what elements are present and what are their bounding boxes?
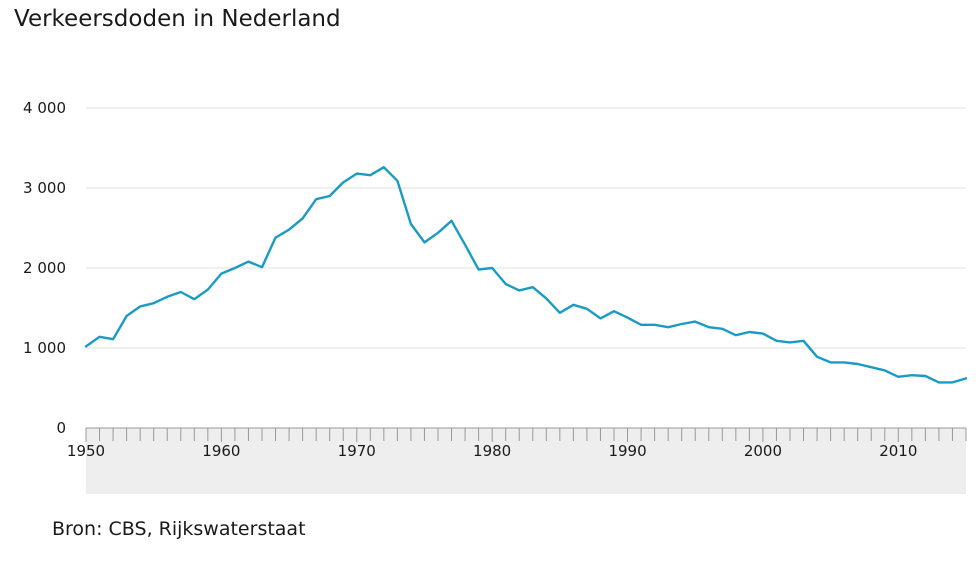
x-tick-label: 1970 [338,442,376,460]
series-line [84,165,968,384]
x-tick-label: 2010 [879,442,917,460]
x-axis-band [86,428,966,494]
x-tick-label: 2000 [744,442,782,460]
y-tick-label: 2 000 [23,259,66,277]
y-tick-label: 3 000 [23,179,66,197]
x-tick-label: 1950 [67,442,105,460]
x-tick-label: 1960 [202,442,240,460]
x-axis-tick-labels: 1950 1960 1970 1980 1990 2000 2010 [67,442,917,460]
gridlines [86,107,966,349]
y-tick-label: 0 [56,419,66,437]
x-axis-ticks [85,428,967,442]
y-axis-tick-labels: 0 1 000 2 000 3 000 4 000 [23,99,66,437]
y-tick-label: 4 000 [23,99,66,117]
chart-title: Verkeersdoden in Nederland [14,6,341,32]
x-tick-label: 1990 [608,442,646,460]
y-tick-label: 1 000 [23,339,66,357]
source-note: Bron: CBS, Rijkswaterstaat [52,518,306,540]
x-tick-label: 1980 [473,442,511,460]
